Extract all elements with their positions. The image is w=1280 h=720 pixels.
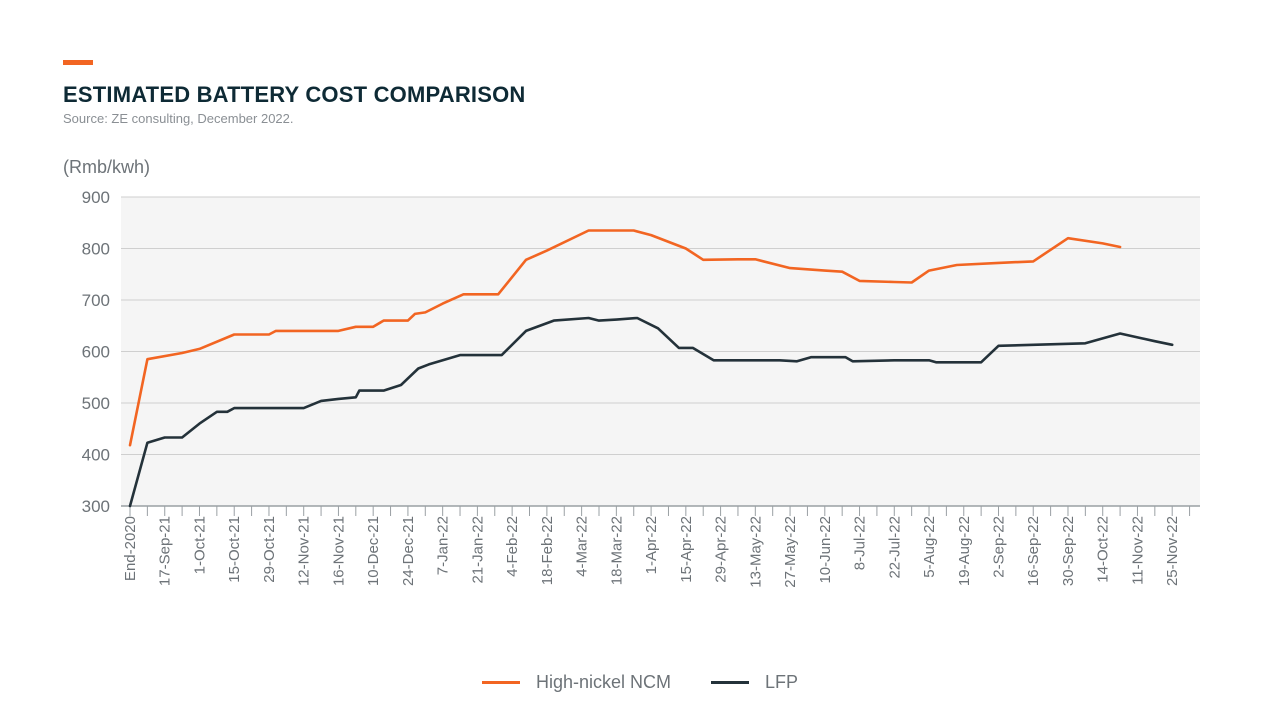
legend-item-ncm: High-nickel NCM (481, 672, 671, 693)
legend-label-lfp: LFP (765, 672, 799, 692)
x-tick-label: End-2020 (122, 516, 139, 581)
x-tick-label: 12-Nov-21 (296, 516, 313, 586)
y-tick-label: 400 (82, 446, 110, 465)
chart-svg: (Rmb/kwh) 300 400 500 600 700 800 900 End-2020… (63, 157, 1200, 588)
x-tick-label: 24-Dec-21 (400, 516, 417, 586)
y-tick-label: 600 (82, 343, 110, 362)
y-tick-label: 700 (82, 291, 110, 310)
legend: High-nickel NCM LFP (0, 672, 1280, 693)
x-tick-label: 1-Oct-21 (191, 516, 208, 574)
x-tick-label: 18-Feb-22 (539, 516, 556, 585)
x-tick-label: 7-Jan-22 (435, 516, 452, 575)
x-tick-label: 27-May-22 (782, 516, 799, 588)
y-tick-labels: 300 400 500 600 700 800 900 (82, 188, 110, 516)
x-tick-label: 5-Aug-22 (921, 516, 938, 578)
chart-title: ESTIMATED BATTERY COST COMPARISON (63, 82, 526, 107)
x-tick-label: 14-Oct-22 (1095, 516, 1112, 583)
legend-label-ncm: High-nickel NCM (535, 672, 671, 692)
source-note: Source: ZE consulting, December 2022. (63, 111, 294, 126)
x-tick-label: 10-Dec-21 (365, 516, 382, 586)
series-line-ncm (128, 229, 1122, 447)
x-tick-labels: End-2020 17-Sep-21 1-Oct-21 15-Oct-21 29-Oct… (122, 516, 1181, 588)
x-tick-label: 15-Oct-21 (226, 516, 243, 583)
legend-swatch-lfp (711, 681, 749, 684)
x-tick-label: 4-Mar-22 (574, 516, 591, 577)
x-tick-label: 29-Apr-22 (713, 516, 730, 583)
x-tick-label: 13-May-22 (747, 516, 764, 588)
x-tick-label: 16-Nov-21 (330, 516, 347, 586)
y-tick-label: 900 (82, 188, 110, 207)
x-axis (121, 505, 1200, 516)
x-tick-label: 11-Nov-22 (1129, 516, 1146, 585)
x-tick-label: 30-Sep-22 (1060, 516, 1077, 586)
x-tick-label: 18-Mar-22 (608, 516, 625, 585)
accent-bar (63, 60, 93, 65)
x-tick-label: 17-Sep-21 (157, 516, 174, 586)
x-tick-label: 21-Jan-22 (469, 516, 486, 584)
x-tick-label: 4-Feb-22 (504, 516, 521, 577)
series-line-lfp (128, 316, 1174, 508)
legend-swatch-ncm (481, 681, 520, 684)
y-tick-label: 500 (82, 394, 110, 413)
y-tick-label: 800 (82, 240, 110, 259)
y-axis-unit: (Rmb/kwh) (63, 157, 150, 177)
series-lines (128, 229, 1174, 508)
x-tick-label: 10-Jun-22 (817, 516, 834, 584)
x-tick-label: 8-Jul-22 (852, 516, 869, 570)
y-tick-label: 300 (82, 497, 110, 516)
x-tick-label: 19-Aug-22 (956, 516, 973, 586)
x-tick-label: 2-Sep-22 (991, 516, 1008, 578)
x-tick-label: 29-Oct-21 (261, 516, 278, 583)
x-tick-label: 16-Sep-22 (1025, 516, 1042, 586)
x-tick-label: 22-Jul-22 (886, 516, 903, 579)
grid-lines (121, 196, 1200, 455)
x-tick-label: 15-Apr-22 (678, 516, 695, 583)
x-tick-label: 1-Apr-22 (643, 516, 660, 574)
x-tick-label: 25-Nov-22 (1164, 516, 1181, 586)
legend-item-lfp: LFP (711, 672, 798, 693)
